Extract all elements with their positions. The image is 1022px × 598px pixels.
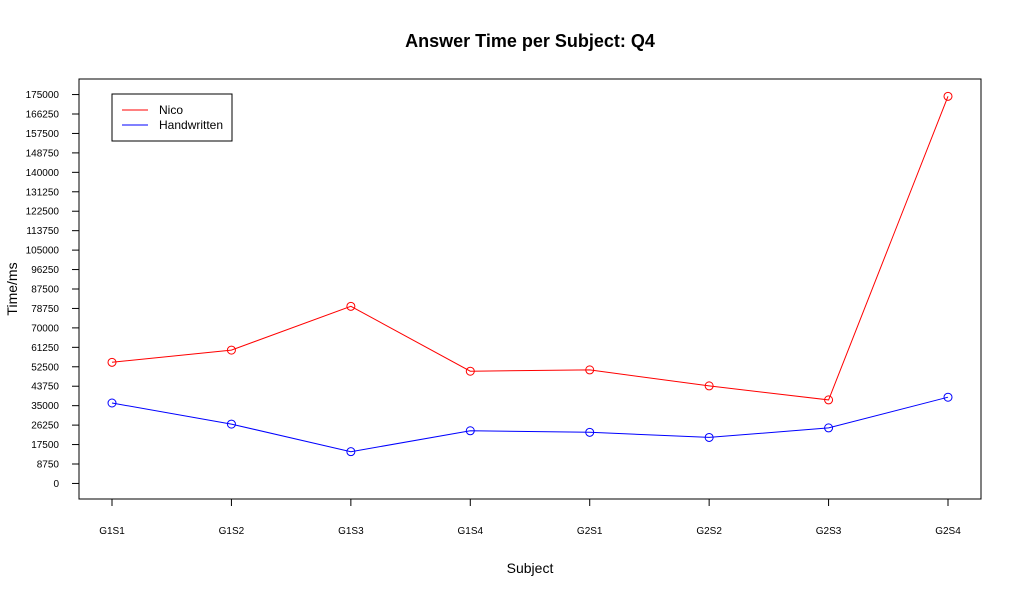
x-axis-label: Subject [507,560,554,576]
x-tick-label: G2S1 [577,526,603,537]
y-tick-label: 148750 [26,148,60,159]
y-tick-label: 26250 [31,421,59,432]
x-tick-label: G2S4 [935,526,961,537]
y-tick-label: 35000 [31,401,59,412]
data-point-nico [943,91,953,101]
y-tick-label: 87500 [31,285,59,296]
y-tick-label: 61250 [31,343,59,354]
data-point-handwritten [107,398,117,408]
data-point-handwritten [943,392,953,402]
x-tick-label: G1S2 [219,526,245,537]
data-point-nico [465,366,475,376]
y-tick-label: 78750 [31,304,59,315]
y-tick-label: 175000 [26,90,60,101]
y-tick-label: 43750 [31,382,59,393]
y-tick-label: 8750 [37,460,60,471]
legend-label-nico: Nico [159,103,183,117]
y-tick-label: 166250 [26,110,60,121]
y-axis: 0 8750 17500 26250 35000 43750 52500 61250 70000… [26,90,79,490]
y-tick-label: 131250 [26,187,60,198]
data-point-nico [226,345,236,355]
y-tick-label: 52500 [31,362,59,373]
y-tick-label: 140000 [26,168,60,179]
series-layer [107,91,953,457]
series-line-nico [111,96,949,401]
y-tick-label: 0 [53,479,59,490]
data-point-handwritten [585,427,595,437]
y-tick-label: 17500 [31,440,59,451]
data-point-handwritten [824,423,834,433]
x-tick-label: G1S4 [457,526,483,537]
legend: Nico Handwritten [111,93,233,142]
data-point-handwritten [346,447,356,457]
y-tick-label: 113750 [26,226,59,237]
plot-frame [78,78,982,500]
y-axis-label: Time/ms [4,262,20,315]
data-point-handwritten [465,426,475,436]
data-point-handwritten [704,432,714,442]
data-point-nico [704,381,714,391]
x-tick-label: G2S2 [696,526,722,537]
data-point-nico [346,301,356,311]
legend-label-handwritten: Handwritten [159,118,223,132]
series-line-handwritten [111,396,949,453]
y-tick-label: 122500 [26,207,60,218]
x-tick-label: G1S1 [99,526,125,537]
x-tick-label: G1S3 [338,526,364,537]
y-tick-label: 105000 [26,246,60,257]
data-point-nico [585,365,595,375]
data-point-handwritten [226,419,236,429]
data-point-nico [107,357,117,367]
chart-title: Answer Time per Subject: Q4 [405,31,655,51]
legend-box [111,93,233,142]
x-axis: G1S1 G1S2 G1S3 G1S4 G2S1 G2S2 G2S3 G2S4 [99,499,961,537]
data-point-nico [824,395,834,405]
x-tick-label: G2S3 [816,526,842,537]
y-tick-label: 96250 [31,265,59,276]
y-tick-label: 157500 [26,129,60,140]
y-tick-label: 70000 [31,323,59,334]
